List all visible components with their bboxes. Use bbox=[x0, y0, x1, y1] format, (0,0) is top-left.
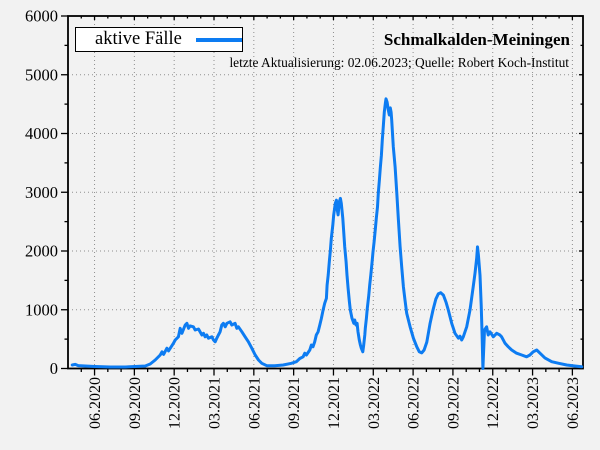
y-tick-label: 1000 bbox=[25, 300, 58, 319]
y-tick-label: 0 bbox=[50, 359, 58, 378]
y-tick-label: 4000 bbox=[25, 124, 58, 143]
data-line bbox=[70, 97, 584, 370]
chart-title: Schmalkalden-Meiningen bbox=[383, 30, 570, 49]
y-tick-label: 5000 bbox=[25, 65, 58, 84]
x-tick-label: 03.2022 bbox=[366, 377, 383, 429]
x-tick-label: 06.2020 bbox=[87, 377, 104, 429]
y-tick-label: 2000 bbox=[25, 242, 58, 261]
x-tick-label: 06.2022 bbox=[406, 377, 423, 429]
x-tick-label: 03.2021 bbox=[207, 377, 224, 429]
legend-label: aktive Fälle bbox=[95, 29, 182, 49]
x-tick-label: 06.2021 bbox=[246, 377, 263, 429]
x-tick-label: 09.2021 bbox=[286, 377, 303, 429]
y-tick-label: 3000 bbox=[25, 183, 58, 202]
x-tick-label: 09.2022 bbox=[445, 377, 462, 429]
x-tick-label: 12.2021 bbox=[326, 377, 343, 429]
x-tick-label: 06.2023 bbox=[565, 377, 582, 429]
x-tick-label: 12.2022 bbox=[485, 377, 502, 429]
legend-line-swatch bbox=[195, 37, 242, 42]
chart-subtitle: letzte Aktualisierung: 02.06.2023; Quell… bbox=[229, 55, 569, 70]
y-tick-label: 6000 bbox=[25, 7, 58, 26]
x-tick-label: 12.2020 bbox=[167, 377, 184, 429]
x-tick-label: 03.2023 bbox=[525, 377, 542, 429]
legend-box: aktive Fälle bbox=[75, 27, 243, 52]
x-tick-label: 09.2020 bbox=[127, 377, 144, 429]
